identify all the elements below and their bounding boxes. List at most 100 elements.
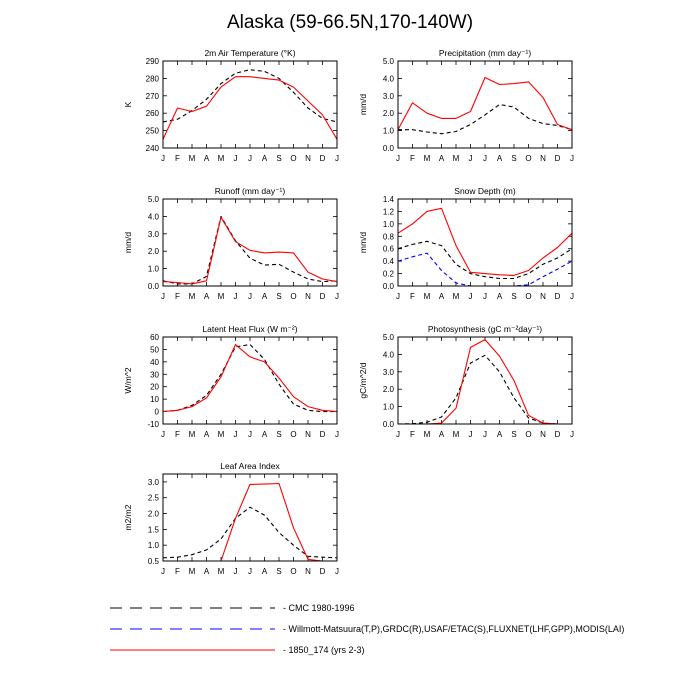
snow-depth-x-tick-label: J [483, 292, 487, 301]
leaf-area-index-x-tick-label: S [276, 567, 281, 576]
latent-heat-flux-x-tick-label: M [218, 430, 225, 439]
photosynthesis-x-tick-label: D [555, 430, 561, 439]
leaf-area-index-x-tick-label: N [305, 567, 311, 576]
leaf-area-index-y-tick-label: 1.0 [148, 541, 160, 550]
leaf-area-index-x-tick-label: J [335, 567, 339, 576]
precipitation-y-tick-label: 4.0 [383, 74, 395, 83]
leaf-area-index-y-tick-label: 0.5 [148, 557, 160, 566]
photosynthesis-y-tick-label: 1.0 [383, 403, 395, 412]
precipitation-x-tick-label: O [525, 154, 531, 163]
photosynthesis-x-tick-label: J [570, 430, 574, 439]
runoff-x-tick-label: D [320, 292, 326, 301]
photosynthesis-x-tick-label: O [525, 430, 531, 439]
photosynthesis-x-tick-label: M [453, 430, 460, 439]
snow-depth-y-tick-label: 0.4 [383, 257, 395, 266]
air-temperature-y-tick-label: 250 [146, 127, 160, 136]
snow-depth-x-tick-label: A [439, 292, 445, 301]
air-temperature-series-obs-black-line [162, 69, 338, 123]
snow-depth-x-tick-label: S [511, 292, 516, 301]
precipitation-x-tick-label: F [410, 154, 415, 163]
leaf-area-index-y-tick-label: 3.0 [148, 478, 160, 487]
snow-depth-title: Snow Depth (m) [454, 186, 516, 196]
runoff-x-tick-label: J [161, 292, 165, 301]
latent-heat-flux-y-tick-label: -10 [147, 420, 159, 429]
precipitation-x-tick-label: J [469, 154, 473, 163]
legend-label-2: - Willmott-Matsuura(T,P),GRDC(R),USAF/ET… [283, 624, 624, 634]
snow-depth-frame [397, 198, 573, 287]
precipitation-x-tick-label: D [555, 154, 561, 163]
air-temperature-y-tick-label: 270 [146, 92, 160, 101]
latent-heat-flux-frame [162, 336, 338, 425]
photosynthesis-y-tick-label: 4.0 [383, 350, 395, 359]
latent-heat-flux-x-tick-label: O [290, 430, 296, 439]
runoff-panel: Runoff (mm day⁻¹) mm/d 0.0 1.0 2.0 3.0 4.0 5.0 J… [123, 186, 339, 301]
leaf-area-index-x-tick-label: D [320, 567, 326, 576]
runoff-x-tick-label: J [248, 292, 252, 301]
leaf-area-index-x-tick-label: A [262, 567, 268, 576]
leaf-area-index-x-tick-label: J [248, 567, 252, 576]
figure-title: Alaska (59-66.5N,170-140W) [226, 12, 474, 33]
snow-depth-x-tick-label: O [525, 292, 531, 301]
runoff-x-tick-label: N [305, 292, 311, 301]
photosynthesis-x-tick-label: F [410, 430, 415, 439]
snow-depth-x-tick-label: J [469, 292, 473, 301]
air-temperature-y-tick-label: 290 [146, 57, 160, 66]
latent-heat-flux-series-model-red-line [162, 343, 338, 413]
photosynthesis-x-tick-label: A [439, 430, 445, 439]
latent-heat-flux-title: Latent Heat Flux (W m⁻²) [202, 324, 297, 334]
air-temperature-x-tick-label: J [161, 154, 165, 163]
air-temperature-y-tick-label: 280 [146, 74, 160, 83]
precipitation-y-tick-label: 5.0 [383, 57, 395, 66]
leaf-area-index-frame [162, 473, 338, 562]
snow-depth-x-tick-label: M [453, 292, 460, 301]
runoff-x-tick-label: A [262, 292, 268, 301]
latent-heat-flux-x-tick-label: S [276, 430, 281, 439]
leaf-area-index-x-tick-label: F [175, 567, 180, 576]
latent-heat-flux-x-tick-label: J [335, 430, 339, 439]
leaf-area-index-x-tick-label: M [189, 567, 196, 576]
photosynthesis-y-tick-label: 3.0 [383, 368, 395, 377]
air-temperature-x-tick-label: J [335, 154, 339, 163]
precipitation-x-tick-label: A [497, 154, 503, 163]
precipitation-x-tick-label: M [424, 154, 431, 163]
air-temperature-x-tick-label: F [175, 154, 180, 163]
leaf-area-index-series-model-red-line [163, 482, 337, 562]
leaf-area-index-x-tick-label: A [204, 567, 210, 576]
runoff-y-tick-label: 0.0 [148, 282, 160, 291]
latent-heat-flux-y-tick-label: 30 [150, 370, 159, 379]
air-temperature-x-tick-label: M [189, 154, 196, 163]
latent-heat-flux-y-tick-label: 50 [150, 345, 159, 354]
runoff-y-tick-label: 3.0 [148, 230, 160, 239]
photosynthesis-y-axis-label: gC/m^2/d [358, 362, 368, 398]
air-temperature-x-tick-label: A [204, 154, 210, 163]
air-temperature-x-tick-label: A [262, 154, 268, 163]
latent-heat-flux-y-axis-label: W/m^2 [123, 367, 133, 393]
photosynthesis-x-tick-label: J [469, 430, 473, 439]
latent-heat-flux-x-tick-label: F [175, 430, 180, 439]
snow-depth-x-tick-label: N [540, 292, 546, 301]
air-temperature-frame [162, 60, 338, 149]
latent-heat-flux-x-tick-label: J [234, 430, 238, 439]
legend: - CMC 1980-1996 - Willmott-Matsuura(T,P),… [110, 603, 624, 655]
air-temperature-x-tick-label: O [290, 154, 296, 163]
runoff-x-tick-label: M [189, 292, 196, 301]
legend-label-1: - CMC 1980-1996 [283, 603, 355, 613]
runoff-y-tick-label: 5.0 [148, 195, 160, 204]
snow-depth-y-tick-label: 0.8 [383, 232, 395, 241]
latent-heat-flux-series-obs-black-line [162, 343, 337, 413]
air-temperature-x-tick-label: J [234, 154, 238, 163]
precipitation-x-tick-label: A [439, 154, 445, 163]
snow-depth-series-obs-blue-line [397, 252, 573, 287]
air-temperature-y-tick-label: 240 [146, 144, 160, 153]
latent-heat-flux-x-tick-label: J [161, 430, 165, 439]
latent-heat-flux-y-tick-label: 10 [150, 395, 159, 404]
snow-depth-y-tick-label: 1.4 [383, 195, 395, 204]
photosynthesis-series-model-red-line [398, 339, 572, 425]
snow-depth-y-tick-label: 1.2 [383, 207, 395, 216]
runoff-x-tick-label: J [234, 292, 238, 301]
runoff-series-model-red-line [162, 216, 338, 285]
photosynthesis-panel: Photosynthesis (gC m⁻²day⁻¹) gC/m^2/d 0.0 1… [358, 324, 574, 439]
precipitation-y-tick-label: 2.0 [383, 109, 395, 118]
photosynthesis-x-tick-label: A [497, 430, 503, 439]
